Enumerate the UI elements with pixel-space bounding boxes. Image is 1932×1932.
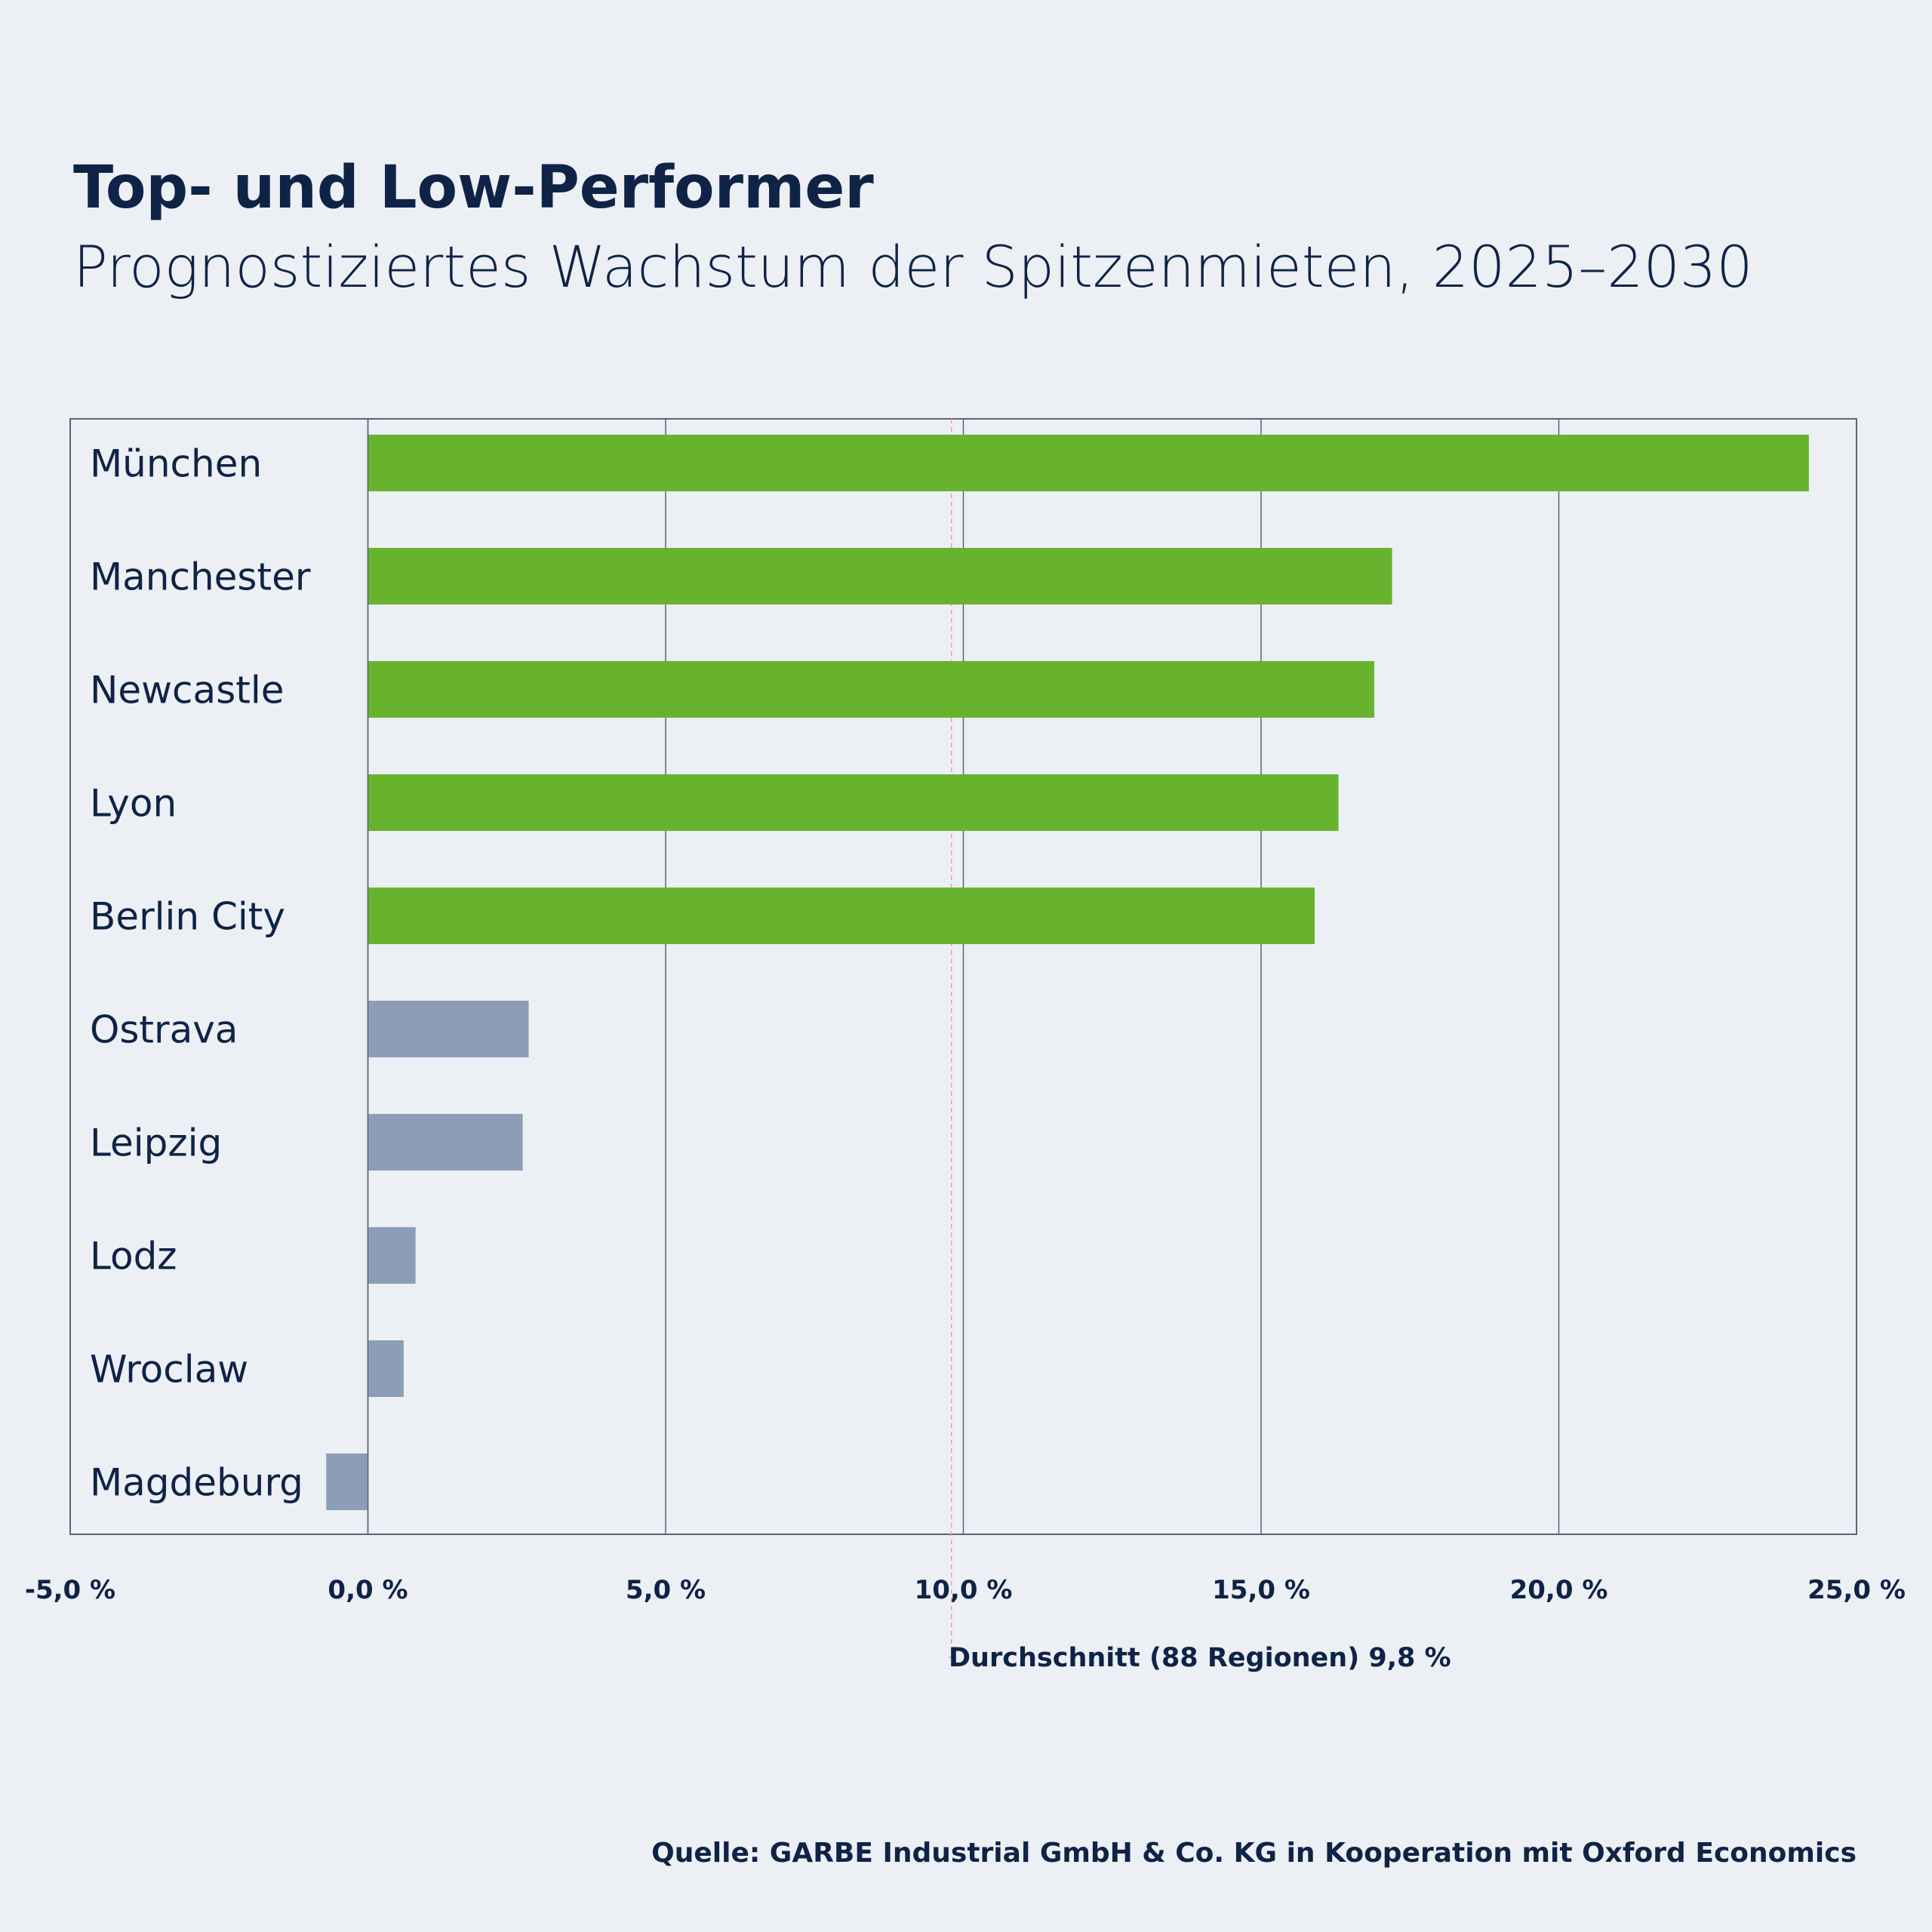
category-label: Wroclaw — [90, 1348, 248, 1392]
x-tick-label: 20,0 % — [1510, 1575, 1608, 1605]
category-label: Leipzig — [90, 1121, 222, 1165]
x-tick-label: 5,0 % — [626, 1575, 706, 1605]
category-label: Lyon — [90, 782, 177, 826]
chart-title: Top- und Low-Performer — [73, 154, 874, 222]
average-label: Durchschnitt (88 Regionen) 9,8 % — [949, 1643, 1451, 1673]
bar-wroclaw — [368, 1340, 404, 1397]
category-label: Lodz — [90, 1235, 177, 1278]
x-tick-label: -5,0 % — [25, 1575, 115, 1605]
bar-lyon — [368, 774, 1339, 831]
bar-münchen — [368, 435, 1809, 491]
bar-lodz — [368, 1227, 416, 1284]
category-label: Ostrava — [90, 1008, 238, 1052]
bar-leipzig — [368, 1114, 523, 1171]
bar-newcastle — [368, 661, 1374, 718]
x-tick-label: 0,0 % — [328, 1575, 408, 1605]
category-label: München — [90, 442, 262, 486]
x-tick-label: 10,0 % — [915, 1575, 1013, 1605]
plot-area: -5,0 % 0,0 % 5,0 % 10,0 % 15,0 % 20,0 % 25,0 %… — [25, 418, 1906, 1658]
source-note: Quelle: GARBE Industrial GmbH & Co. KG i… — [651, 1838, 1857, 1869]
chart-subtitle: Prognostiziertes Wachstum der Spitzenmie… — [73, 233, 1753, 300]
x-tick-label: 25,0 % — [1807, 1575, 1906, 1605]
bar-manchester — [368, 548, 1392, 605]
category-label: Magdeburg — [90, 1461, 303, 1505]
bar-magdeburg — [326, 1454, 368, 1510]
category-label: Newcastle — [90, 669, 285, 712]
category-label: Berlin City — [90, 895, 285, 939]
average-line — [945, 419, 952, 1658]
bar-ostrava — [368, 1001, 529, 1057]
category-label: Manchester — [90, 555, 311, 599]
bar-berlin-city — [368, 888, 1315, 944]
x-tick-label: 15,0 % — [1212, 1575, 1310, 1605]
